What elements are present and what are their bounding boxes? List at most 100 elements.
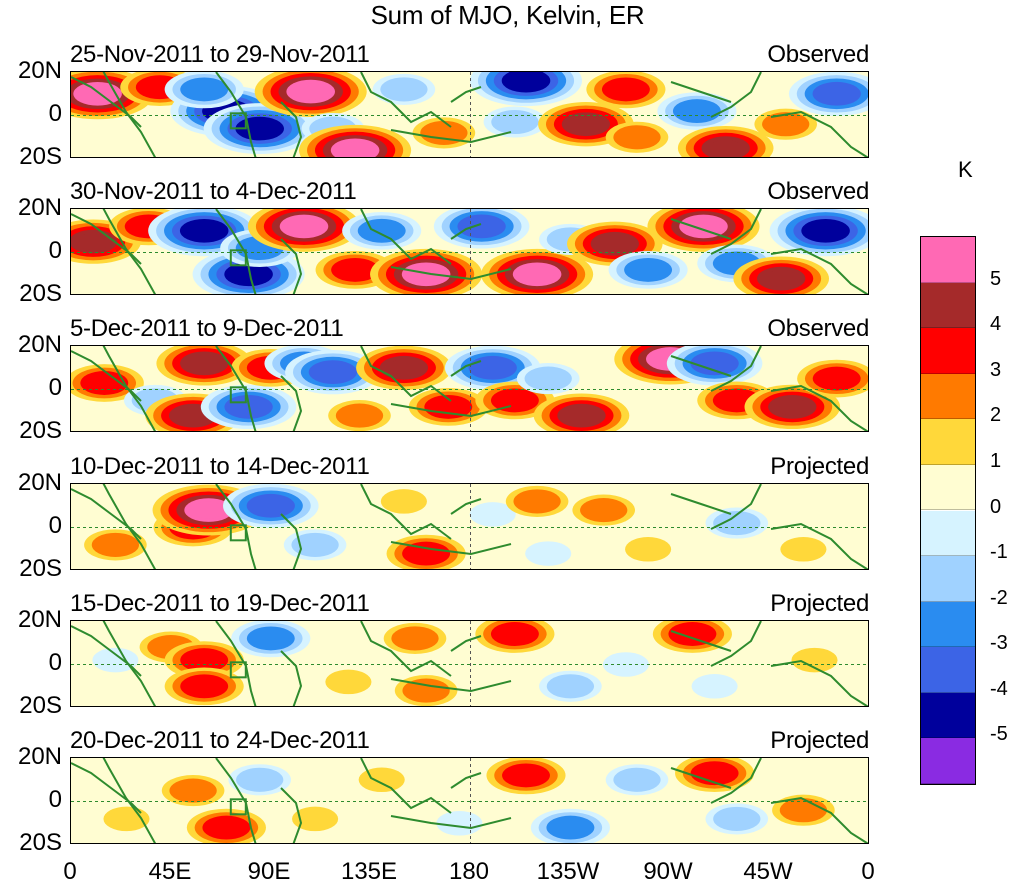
anomaly-contour: [624, 257, 673, 282]
x-tick-label: 180: [448, 858, 490, 885]
x-tick-label: 0: [861, 858, 875, 885]
anomaly-contour: [498, 391, 532, 409]
anomaly-contour: [287, 217, 321, 235]
anomaly-contour: [338, 141, 372, 157]
coastline: [71, 76, 142, 128]
panel-status: Observed: [767, 41, 869, 68]
coastline: [450, 772, 482, 789]
anomaly-contour: [609, 80, 643, 98]
x-tick-label: 90W: [643, 858, 693, 885]
anomaly-contour: [491, 109, 539, 135]
panel-date-range: 5-Dec-2011 to 9-Dec-2011: [70, 315, 344, 342]
map-panel: [70, 757, 869, 844]
coastline: [280, 101, 303, 157]
coastline: [390, 129, 512, 144]
anomaly-contour: [110, 810, 143, 828]
panel-date-range: 15-Dec-2011 to 19-Dec-2011: [70, 590, 370, 617]
colorbar-swatch: [921, 282, 975, 329]
coastline: [71, 762, 142, 814]
coastline: [670, 218, 732, 240]
anomaly-contour: [509, 766, 543, 784]
anomaly-contour: [587, 501, 620, 519]
map-panel: [70, 483, 869, 570]
anomaly-contour: [521, 492, 554, 510]
x-tick-label: 135W: [536, 858, 600, 885]
coastline: [770, 384, 868, 431]
y-tick-label: 0: [48, 237, 62, 264]
panel-status: Projected: [770, 453, 869, 480]
y-tick-label: 0: [48, 100, 62, 127]
anomaly-contour: [192, 501, 225, 519]
reference-box: [229, 661, 247, 679]
reference-box: [229, 524, 247, 542]
anomaly-contour: [387, 359, 421, 377]
coastline: [360, 621, 452, 677]
coastline: [450, 86, 482, 103]
anomaly-field: [71, 72, 868, 157]
anomaly-contour: [179, 218, 229, 243]
coastline: [360, 209, 452, 265]
panel-date-range: 10-Dec-2011 to 14-Dec-2011: [70, 453, 370, 480]
anomaly-contour: [525, 541, 572, 566]
y-tick-label: 0: [48, 649, 62, 676]
coastline: [670, 81, 732, 103]
map-panel: [70, 620, 869, 707]
panel-status: Projected: [770, 727, 869, 754]
coastline: [710, 484, 762, 530]
anomaly-contour: [332, 673, 365, 691]
anomaly-contour: [236, 767, 284, 792]
anomaly-contour: [469, 502, 516, 527]
anomaly-contour: [798, 651, 831, 669]
reference-box: [229, 112, 247, 130]
colorbar-level-label: 5: [990, 267, 1002, 290]
anomaly-contour: [687, 217, 720, 235]
anomaly-contour: [776, 398, 809, 416]
y-tick-label: 0: [48, 786, 62, 813]
coastline: [770, 522, 868, 569]
colorbar-level-label: -5: [990, 723, 1008, 746]
anomaly-contour: [613, 767, 661, 792]
anomaly-contour: [88, 374, 121, 392]
coastline: [360, 72, 452, 128]
anomaly-contour: [621, 128, 653, 146]
coastline: [770, 659, 868, 706]
anomaly-field: [71, 758, 868, 843]
y-tick-label: 20N: [17, 469, 62, 496]
coastline: [670, 630, 732, 652]
anomaly-contour: [99, 536, 132, 554]
panel-status: Observed: [767, 178, 869, 205]
anomaly-contour: [299, 810, 331, 828]
colorbar-unit-label: K: [958, 157, 973, 182]
anomaly-contour: [820, 370, 853, 388]
coastline: [102, 346, 157, 431]
anomaly-contour: [76, 233, 110, 251]
coastline: [280, 787, 303, 843]
colorbar-swatch: [921, 328, 975, 374]
anomaly-contour: [787, 801, 820, 819]
anomaly-contour: [546, 674, 595, 699]
colorbar: [920, 236, 976, 785]
coastline: [770, 796, 868, 843]
anomaly-contour: [676, 625, 709, 643]
anomaly-contour: [709, 139, 742, 157]
anomaly-contour: [291, 532, 339, 557]
colorbar-level-label: 2: [990, 404, 1002, 427]
anomaly-contour: [176, 407, 210, 425]
colorbar-swatch: [921, 419, 975, 465]
y-tick-label: 0: [48, 512, 62, 539]
panel-date-range: 30-Nov-2011 to 4-Dec-2011: [70, 178, 357, 205]
anomaly-field: [71, 346, 868, 431]
coastline: [71, 213, 142, 265]
y-tick-label: 20N: [17, 606, 62, 633]
colorbar-level-label: 3: [990, 358, 1002, 381]
x-tick-label: 45E: [148, 858, 192, 885]
anomaly-contour: [801, 218, 850, 243]
x-tick-label: 90E: [247, 858, 291, 885]
anomaly-contour: [457, 214, 506, 239]
anomaly-contour: [180, 77, 229, 102]
y-tick-label: 20S: [19, 829, 62, 856]
anomaly-field: [71, 484, 868, 569]
coastline: [390, 403, 512, 418]
x-tick-label: 45W: [743, 858, 793, 885]
